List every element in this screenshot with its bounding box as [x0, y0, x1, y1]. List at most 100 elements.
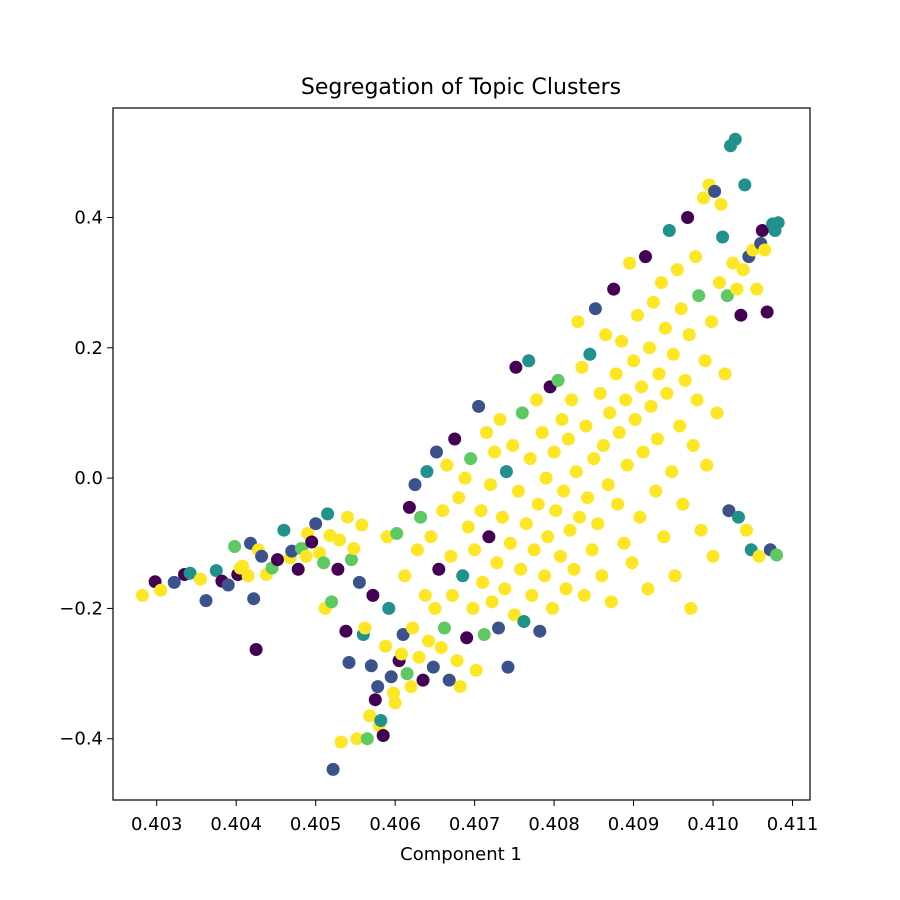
scatter-point — [374, 714, 388, 727]
scatter-point — [313, 546, 327, 560]
scatter-point — [398, 569, 412, 583]
scatter-point — [690, 393, 704, 407]
scatter-point — [665, 465, 679, 479]
scatter-point — [760, 305, 774, 319]
y-axis-ticks: −0.4 −0.2 0.0 0.2 0.4 — [59, 207, 113, 750]
scatter-point — [154, 583, 168, 597]
scatter-point — [652, 367, 666, 381]
scatter-point — [557, 484, 571, 498]
scatter-point — [410, 543, 424, 557]
scatter-point — [388, 696, 402, 710]
x-axis-ticks: 0.403 0.404 0.405 0.406 0.407 0.408 0.409 0.410… — [131, 800, 818, 835]
scatter-point — [412, 650, 426, 664]
scatter-point — [352, 575, 366, 589]
scatter-point — [299, 549, 313, 563]
scatter-point — [555, 413, 569, 426]
x-tick-label: 0.404 — [210, 814, 262, 835]
scatter-point — [583, 347, 597, 361]
y-tick-label: 0.0 — [74, 468, 103, 489]
scatter-point — [567, 562, 581, 576]
x-tick-label: 0.406 — [369, 814, 421, 835]
scatter-point — [654, 276, 668, 290]
scatter-point — [649, 484, 663, 498]
scatter-point — [533, 624, 547, 638]
scatter-point — [453, 680, 467, 694]
scatter-point — [514, 562, 528, 576]
scatter-point — [770, 548, 784, 562]
scatter-point — [639, 250, 652, 264]
scatter-point — [358, 621, 372, 635]
scatter-point — [736, 263, 750, 277]
scatter-point — [706, 549, 720, 563]
scatter-point — [563, 523, 577, 537]
scatter-point — [553, 549, 567, 563]
scatter-point — [376, 729, 390, 742]
plot-frame — [112, 107, 811, 801]
scatter-point — [758, 243, 772, 257]
scatter-point — [662, 224, 676, 237]
scatter-point — [738, 178, 752, 192]
scatter-point — [627, 354, 641, 368]
scatter-point — [395, 647, 408, 661]
scatter-point — [596, 439, 610, 452]
scatter-point — [588, 302, 602, 316]
scatter-point — [561, 432, 575, 446]
scatter-point — [341, 510, 354, 524]
scatter-point — [420, 465, 434, 479]
scatter-point — [644, 399, 658, 413]
scatter-point — [416, 673, 430, 687]
scatter-point — [199, 594, 213, 608]
scatter-point — [670, 263, 684, 277]
scatter-point — [674, 302, 688, 316]
scatter-point — [482, 530, 496, 544]
scatter-point — [579, 419, 593, 433]
scatter-point — [633, 510, 647, 524]
scatter-point — [363, 709, 377, 723]
scatter-point — [705, 315, 718, 329]
scatter-point — [228, 540, 242, 553]
scatter-point — [408, 478, 422, 492]
scatter-point — [708, 184, 722, 198]
scatter-point — [360, 732, 374, 746]
scatter-point — [739, 523, 753, 537]
scatter-point — [577, 588, 591, 602]
scatter-point — [291, 562, 305, 576]
scatter-point — [183, 566, 197, 580]
x-tick-label: 0.407 — [449, 814, 501, 835]
scatter-point — [619, 393, 633, 407]
scatter-point — [469, 663, 483, 677]
scatter-point — [546, 601, 559, 615]
x-tick-label: 0.411 — [767, 814, 819, 835]
scatter-point — [424, 530, 438, 544]
scatter-point — [350, 732, 364, 746]
scatter-point — [135, 588, 149, 602]
scatter-point — [539, 471, 553, 485]
scatter-point — [452, 491, 466, 505]
scatter-point — [535, 426, 549, 439]
scatter-point — [643, 341, 656, 355]
scatter-point — [344, 553, 358, 567]
scatter-point — [569, 465, 583, 479]
scatter-point — [221, 578, 235, 592]
scatter-point — [209, 564, 223, 578]
scatter-point — [612, 426, 626, 439]
scatter-point — [432, 562, 446, 576]
scatter-point — [541, 530, 555, 544]
y-tick-label: −0.4 — [59, 729, 103, 750]
scatter-point — [368, 693, 382, 707]
scatter-point — [444, 549, 458, 563]
scatter-point — [317, 556, 331, 570]
scatter-point — [488, 445, 501, 459]
scatter-point — [581, 491, 594, 505]
scatter-point — [490, 556, 504, 570]
scatter-point — [503, 536, 517, 550]
scatter-point — [657, 530, 671, 544]
scatter-point — [692, 289, 706, 303]
scatter-point — [466, 601, 480, 615]
scatter-point — [472, 399, 486, 413]
scatter-point — [485, 595, 499, 609]
scatter-point — [730, 282, 744, 296]
scatter-point — [456, 569, 470, 583]
scatter-point — [681, 211, 695, 224]
scatter-point — [750, 282, 764, 296]
